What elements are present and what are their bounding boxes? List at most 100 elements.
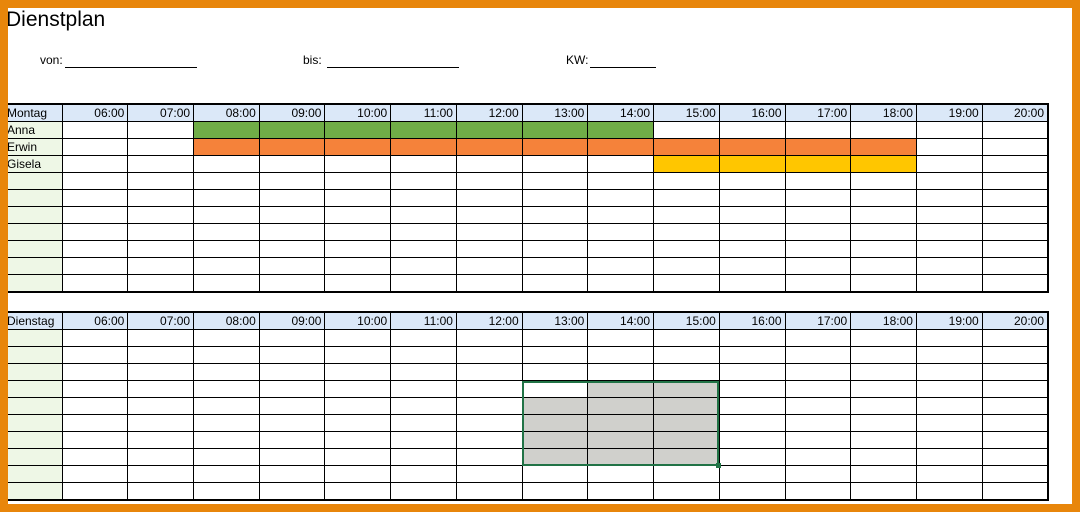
hour-header[interactable]: 16:00: [718, 103, 786, 122]
shift-cell[interactable]: [587, 482, 655, 501]
shift-cell[interactable]: [915, 223, 983, 241]
shift-cell[interactable]: [587, 274, 655, 293]
shift-cell[interactable]: [193, 482, 260, 501]
shift-cell[interactable]: [61, 257, 129, 275]
shift-cell[interactable]: [61, 223, 129, 241]
shift-cell[interactable]: [324, 431, 392, 449]
shift-cell[interactable]: [784, 482, 852, 501]
shift-cell[interactable]: [587, 155, 655, 173]
shift-cell[interactable]: [981, 346, 1049, 364]
employee-name-cell[interactable]: Erwin: [8, 138, 63, 156]
shift-cell[interactable]: [455, 206, 523, 224]
shift-cell[interactable]: [981, 257, 1049, 275]
shift-cell[interactable]: [981, 465, 1049, 483]
shift-cell[interactable]: [915, 346, 983, 364]
shift-cell[interactable]: [61, 189, 129, 207]
employee-name-cell[interactable]: [8, 448, 63, 466]
shift-cell[interactable]: [193, 346, 260, 364]
shift-cell[interactable]: [653, 431, 720, 449]
shift-cell[interactable]: [981, 482, 1049, 501]
shift-cell[interactable]: [455, 121, 523, 139]
shift-cell[interactable]: [521, 206, 589, 224]
shift-cell[interactable]: [587, 380, 655, 398]
shift-cell[interactable]: [193, 363, 260, 381]
shift-cell[interactable]: [193, 155, 260, 173]
shift-cell[interactable]: [390, 155, 457, 173]
shift-cell[interactable]: [915, 448, 983, 466]
hour-header[interactable]: 11:00: [390, 103, 457, 122]
kw-field[interactable]: [590, 67, 656, 68]
shift-cell[interactable]: [653, 138, 720, 156]
shift-cell[interactable]: [718, 223, 786, 241]
hour-header[interactable]: 09:00: [258, 311, 326, 330]
shift-cell[interactable]: [127, 431, 195, 449]
shift-cell[interactable]: [390, 346, 457, 364]
shift-cell[interactable]: [784, 155, 852, 173]
shift-cell[interactable]: [850, 380, 917, 398]
day-label[interactable]: Montag: [8, 103, 63, 122]
shift-cell[interactable]: [127, 172, 195, 190]
shift-cell[interactable]: [521, 121, 589, 139]
shift-cell[interactable]: [61, 397, 129, 415]
shift-cell[interactable]: [587, 414, 655, 432]
employee-name-cell[interactable]: Anna: [8, 121, 63, 139]
shift-cell[interactable]: [653, 380, 720, 398]
shift-cell[interactable]: [850, 189, 917, 207]
shift-cell[interactable]: [981, 274, 1049, 293]
shift-cell[interactable]: [653, 346, 720, 364]
shift-cell[interactable]: [324, 397, 392, 415]
shift-cell[interactable]: [455, 274, 523, 293]
shift-cell[interactable]: [193, 380, 260, 398]
shift-cell[interactable]: [587, 346, 655, 364]
shift-cell[interactable]: [61, 482, 129, 501]
shift-cell[interactable]: [718, 431, 786, 449]
shift-cell[interactable]: [718, 155, 786, 173]
shift-cell[interactable]: [258, 346, 326, 364]
shift-cell[interactable]: [390, 240, 457, 258]
bis-field[interactable]: [327, 67, 459, 68]
shift-cell[interactable]: [784, 121, 852, 139]
hour-header[interactable]: 12:00: [455, 311, 523, 330]
shift-cell[interactable]: [981, 155, 1049, 173]
shift-cell[interactable]: [718, 206, 786, 224]
shift-cell[interactable]: [653, 482, 720, 501]
hour-header[interactable]: 19:00: [915, 103, 983, 122]
shift-cell[interactable]: [521, 363, 589, 381]
shift-cell[interactable]: [587, 329, 655, 347]
shift-cell[interactable]: [915, 431, 983, 449]
shift-cell[interactable]: [61, 380, 129, 398]
shift-cell[interactable]: [193, 138, 260, 156]
shift-cell[interactable]: [127, 363, 195, 381]
shift-cell[interactable]: [390, 274, 457, 293]
shift-cell[interactable]: [390, 138, 457, 156]
shift-cell[interactable]: [784, 206, 852, 224]
shift-cell[interactable]: [718, 414, 786, 432]
shift-cell[interactable]: [850, 121, 917, 139]
shift-cell[interactable]: [258, 329, 326, 347]
shift-cell[interactable]: [193, 257, 260, 275]
shift-cell[interactable]: [324, 363, 392, 381]
shift-cell[interactable]: [324, 172, 392, 190]
shift-cell[interactable]: [521, 155, 589, 173]
shift-cell[interactable]: [718, 363, 786, 381]
shift-cell[interactable]: [521, 138, 589, 156]
shift-cell[interactable]: [981, 448, 1049, 466]
shift-cell[interactable]: [850, 138, 917, 156]
shift-cell[interactable]: [915, 380, 983, 398]
fill-handle[interactable]: [716, 462, 722, 468]
shift-cell[interactable]: [193, 431, 260, 449]
shift-cell[interactable]: [127, 482, 195, 501]
shift-cell[interactable]: [718, 380, 786, 398]
shift-cell[interactable]: [258, 172, 326, 190]
shift-cell[interactable]: [915, 155, 983, 173]
shift-cell[interactable]: [850, 346, 917, 364]
shift-cell[interactable]: [455, 482, 523, 501]
shift-cell[interactable]: [61, 240, 129, 258]
shift-cell[interactable]: [324, 346, 392, 364]
shift-cell[interactable]: [653, 465, 720, 483]
shift-cell[interactable]: [718, 397, 786, 415]
shift-cell[interactable]: [784, 257, 852, 275]
shift-cell[interactable]: [193, 329, 260, 347]
shift-cell[interactable]: [127, 274, 195, 293]
shift-cell[interactable]: [981, 172, 1049, 190]
